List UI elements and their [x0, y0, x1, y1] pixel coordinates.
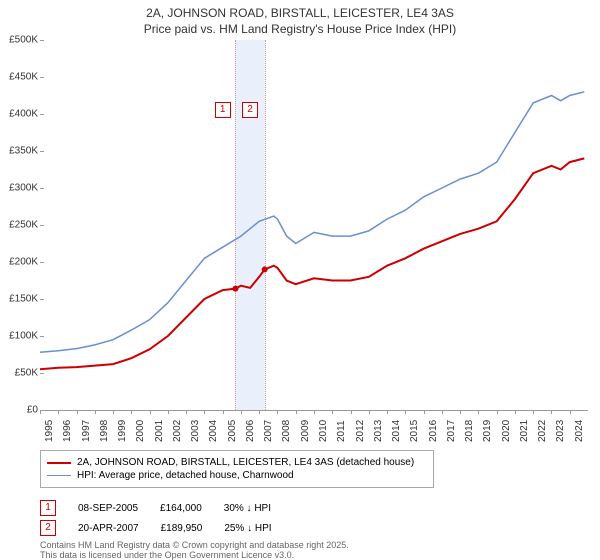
attribution-line2: This data is licensed under the Open Gov… [40, 550, 349, 560]
x-tick-label: 2024 [574, 420, 585, 442]
legend-swatch-blue [47, 475, 71, 476]
legend-swatch-red [47, 462, 71, 464]
attribution-text: Contains HM Land Registry data © Crown c… [40, 540, 349, 560]
x-tick-label: 2022 [537, 420, 548, 442]
y-tick-label: £0 [0, 405, 38, 416]
annotation-date: 20-APR-2007 [78, 523, 139, 534]
x-tick-label: 2006 [245, 420, 256, 442]
attribution-line1: Contains HM Land Registry data © Crown c… [40, 540, 349, 550]
data-point-icon [232, 286, 238, 292]
x-tick-label: 1998 [99, 420, 110, 442]
x-tick-label: 2023 [555, 420, 566, 442]
annotation-price: £189,950 [161, 523, 203, 534]
legend-label: 2A, JOHNSON ROAD, BIRSTALL, LEICESTER, L… [77, 457, 414, 468]
x-tick-label: 2002 [172, 420, 183, 442]
x-tick-label: 2018 [464, 420, 475, 442]
annotation-row: 2 20-APR-2007 £189,950 25% ↓ HPI [40, 520, 580, 536]
x-tick-label: 2004 [208, 420, 219, 442]
x-tick-label: 2003 [190, 420, 201, 442]
x-tick-label: 2012 [355, 420, 366, 442]
chart-marker-icon: 2 [242, 102, 258, 118]
x-tick-label: 1999 [117, 420, 128, 442]
annotation-marker-icon: 1 [40, 500, 56, 516]
x-tick-label: 2013 [373, 420, 384, 442]
chart-container: 2A, JOHNSON ROAD, BIRSTALL, LEICESTER, L… [0, 0, 600, 560]
y-tick-label: £200K [0, 257, 38, 268]
annotation-row: 1 08-SEP-2005 £164,000 30% ↓ HPI [40, 500, 580, 516]
x-tick-label: 1997 [81, 420, 92, 442]
annotation-marker-icon: 2 [40, 520, 56, 536]
y-tick-label: £50K [0, 368, 38, 379]
x-tick-label: 2007 [263, 420, 274, 442]
legend-label: HPI: Average price, detached house, Char… [77, 470, 294, 481]
data-point-icon [262, 266, 268, 272]
y-tick-label: £400K [0, 109, 38, 120]
x-tick-label: 2017 [446, 420, 457, 442]
x-tick-label: 2001 [154, 420, 165, 442]
x-tick-label: 2016 [428, 420, 439, 442]
x-tick-label: 2020 [501, 420, 512, 442]
annotation-delta: 30% ↓ HPI [224, 503, 271, 514]
legend-row: HPI: Average price, detached house, Char… [47, 470, 427, 481]
x-tick-label: 2015 [409, 420, 420, 442]
series-line-blue [40, 92, 584, 353]
series-line-red [40, 158, 584, 369]
annotation-price: £164,000 [160, 503, 202, 514]
y-tick-label: £450K [0, 72, 38, 83]
x-tick-label: 2021 [519, 420, 530, 442]
chart-title: 2A, JOHNSON ROAD, BIRSTALL, LEICESTER, L… [0, 6, 600, 20]
x-tick-label: 2011 [336, 420, 347, 442]
legend-row: 2A, JOHNSON ROAD, BIRSTALL, LEICESTER, L… [47, 457, 427, 468]
annotation-delta: 25% ↓ HPI [224, 523, 271, 534]
x-tick-label: 1996 [62, 420, 73, 442]
y-tick-label: £250K [0, 220, 38, 231]
plot-area: 12 [40, 40, 588, 411]
x-tick-label: 2014 [391, 420, 402, 442]
chart-subtitle: Price paid vs. HM Land Registry's House … [0, 22, 600, 36]
legend-box: 2A, JOHNSON ROAD, BIRSTALL, LEICESTER, L… [40, 450, 434, 488]
y-tick-label: £150K [0, 294, 38, 305]
y-tick-label: £100K [0, 331, 38, 342]
x-tick-label: 2010 [318, 420, 329, 442]
x-tick-label: 2000 [135, 420, 146, 442]
chart-title-block: 2A, JOHNSON ROAD, BIRSTALL, LEICESTER, L… [0, 0, 600, 36]
x-tick-label: 2019 [482, 420, 493, 442]
annotation-table: 1 08-SEP-2005 £164,000 30% ↓ HPI 2 20-AP… [40, 496, 580, 540]
annotation-date: 08-SEP-2005 [78, 503, 138, 514]
line-series-svg [40, 40, 588, 410]
y-tick-label: £350K [0, 146, 38, 157]
y-tick-label: £300K [0, 183, 38, 194]
x-tick-label: 2009 [300, 420, 311, 442]
x-tick-label: 2008 [281, 420, 292, 442]
chart-marker-icon: 1 [215, 102, 231, 118]
x-tick-label: 2005 [227, 420, 238, 442]
x-tick-label: 1995 [44, 420, 55, 442]
y-tick-label: £500K [0, 35, 38, 46]
